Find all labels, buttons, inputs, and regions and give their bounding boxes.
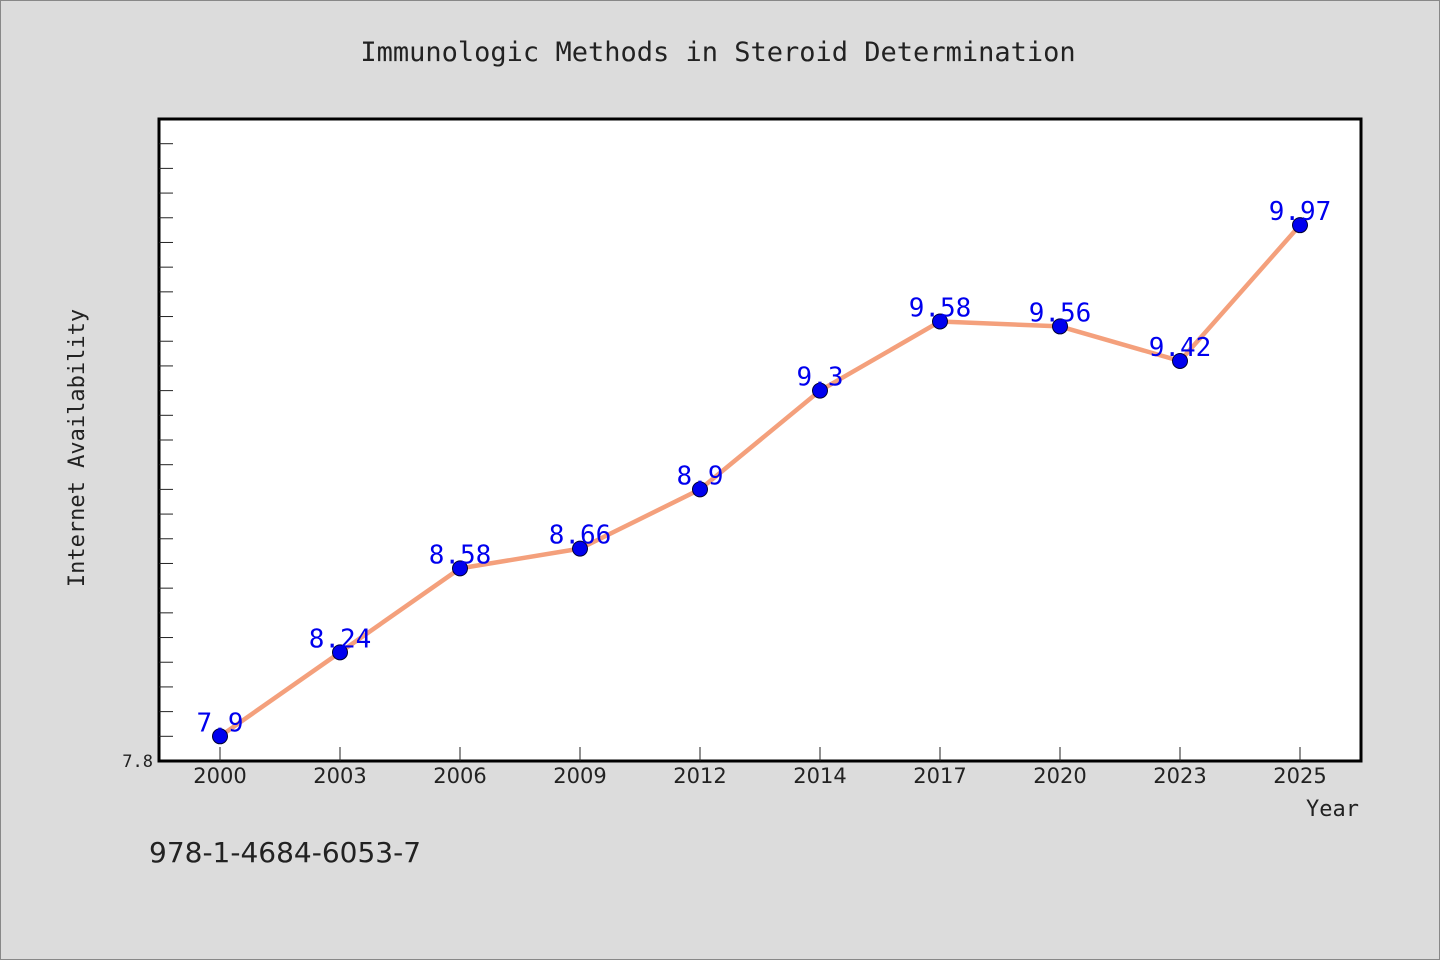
data-label: 9.97 (1269, 197, 1332, 227)
x-tick-label: 2006 (433, 764, 486, 788)
data-label: 8.9 (677, 461, 724, 491)
y-axis-ticks (159, 143, 173, 737)
isbn-footer: 978-1-4684-6053-7 (149, 836, 421, 869)
x-tick-label: 2000 (193, 764, 246, 788)
chart-title: Immunologic Methods in Steroid Determina… (360, 37, 1075, 68)
data-markers (212, 217, 1308, 745)
x-tick-label: 2020 (1033, 764, 1086, 788)
data-point (692, 481, 708, 498)
data-point (1292, 217, 1308, 234)
x-axis-title: Year (1306, 797, 1359, 822)
x-axis-ticks (219, 747, 1301, 761)
x-tick-label: 2023 (1153, 764, 1206, 788)
data-point (1172, 352, 1188, 369)
x-tick-label: 2025 (1273, 764, 1326, 788)
y-tick-label: 7.8 (122, 752, 153, 772)
data-label: 9.42 (1149, 333, 1212, 363)
data-point (932, 313, 948, 330)
data-point (1052, 318, 1068, 335)
data-label: 8.24 (309, 624, 372, 654)
x-tick-label: 2009 (553, 764, 606, 788)
x-tick-label: 2017 (913, 764, 966, 788)
x-tick-label: 2012 (673, 764, 726, 788)
x-tick-labels: 2000 2003 2006 2009 2012 2014 2017 2020 2023 2025 (193, 764, 1326, 788)
x-tick-label: 2014 (793, 764, 846, 788)
series-line (217, 222, 1303, 739)
x-tick-label: 2003 (313, 764, 366, 788)
data-point (332, 644, 348, 661)
data-point (572, 540, 588, 557)
data-label: 8.58 (429, 540, 492, 570)
data-point (452, 560, 468, 577)
data-label: 7.9 (197, 708, 244, 738)
y-axis-title: Internet Availability (65, 309, 90, 587)
data-label: 9.58 (909, 293, 972, 323)
data-label: 9.3 (797, 363, 844, 393)
data-label: 8.66 (549, 521, 612, 551)
data-label: 9.56 (1029, 298, 1092, 328)
series-line-group (217, 222, 1303, 739)
data-point (812, 382, 828, 399)
data-labels: 7.9 8.24 8.58 8.66 8.9 9.3 9.58 9.56 9.42 9.97 (197, 197, 1332, 738)
data-point (212, 728, 228, 745)
